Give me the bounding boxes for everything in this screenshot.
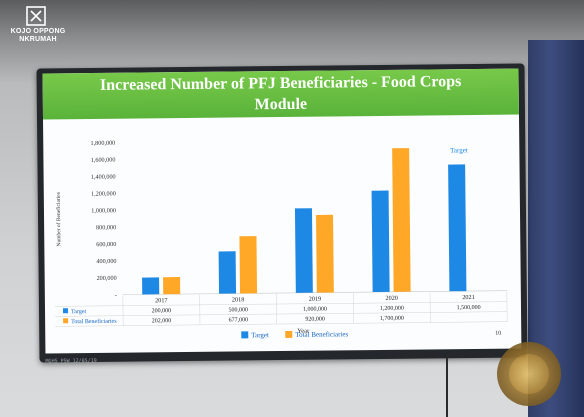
- table-row-header: Target: [71, 309, 87, 315]
- table-cell-value: 920,000: [305, 317, 325, 323]
- y-tick-label: 1,400,000: [91, 174, 116, 181]
- bar-target: [294, 208, 313, 293]
- x-tick-label: 2019: [309, 296, 321, 303]
- y-tick-label: 1,000,000: [91, 207, 116, 214]
- y-tick-label: 400,000: [96, 258, 116, 265]
- x-tick-label: 2020: [385, 295, 397, 302]
- table-row-line: [55, 311, 508, 317]
- table-row-line: [55, 321, 508, 327]
- table-cell-value: 677,000: [229, 317, 249, 323]
- y-tick-label: 800,000: [96, 224, 116, 231]
- logo-line-1: KOJO OPPONG: [10, 28, 66, 35]
- bar-total-beneficiaries: [392, 148, 411, 292]
- slide: Increased Number of PFJ Beneficiaries - …: [42, 68, 522, 354]
- bar-chart: - 200,000 400,000 600,000 800,000 1,000,000 1,…: [54, 140, 508, 339]
- tv-cable: [446, 352, 454, 417]
- legend-label: Target: [251, 331, 269, 339]
- legend-label: Total Beneficiaries: [295, 330, 348, 339]
- seal-emblem-icon: [509, 354, 549, 394]
- logo-mark-icon: [26, 6, 46, 26]
- legend-swatch: [241, 331, 249, 339]
- y-tick-label: 600,000: [96, 241, 116, 248]
- table-cell-value: 500,000: [228, 307, 248, 313]
- bar-total-beneficiaries: [316, 214, 334, 293]
- bar-total-beneficiaries: [239, 236, 258, 294]
- x-tick-label: 2021: [462, 294, 474, 301]
- table-cell-value: 200,000: [152, 308, 172, 314]
- table-cell-value: 202,000: [152, 318, 172, 324]
- table-cell-value: 1,200,000: [380, 306, 404, 312]
- kojo-oppong-nkrumah-logo: KOJO OPPONG NKRUMAH: [8, 6, 66, 46]
- x-axis-label: Year: [297, 328, 310, 335]
- bar-target: [142, 277, 160, 295]
- tv-status-text: MGHS PSW 12/05/19: [45, 357, 97, 365]
- bar-total-beneficiaries: [163, 277, 181, 295]
- x-tick-label: 2017: [155, 297, 167, 304]
- tv-screen-bezel: Increased Number of PFJ Beneficiaries - …: [36, 63, 528, 365]
- table-cell-value: 1,700,000: [380, 316, 404, 322]
- table-cell-value: 1,000,000: [303, 307, 327, 313]
- table-legend-swatch: [63, 318, 69, 324]
- table-row-line: [54, 301, 507, 307]
- y-axis-label: Number of Beneficiaries: [55, 192, 63, 246]
- table-row-header: Total Beneficiaries: [71, 318, 117, 325]
- bar-target: [371, 190, 390, 293]
- y-tick-label: 1,200,000: [91, 190, 116, 197]
- table-cell-value: 1,500,000: [457, 305, 481, 311]
- y-tick-label: 1,800,000: [90, 140, 115, 147]
- ministry-seal-icon: [497, 342, 561, 406]
- x-axis-line: [122, 290, 507, 295]
- slide-page-number: 10: [495, 330, 502, 337]
- logo-line-2: NKRUMAH: [19, 36, 57, 43]
- y-tick-label: -: [115, 292, 117, 299]
- logo-text: KOJO OPPONG NKRUMAH: [8, 28, 68, 44]
- bar-target: [448, 164, 467, 292]
- x-tick-label: 2018: [232, 296, 244, 303]
- y-tick-label: 200,000: [97, 275, 117, 282]
- legend-swatch: [285, 330, 293, 338]
- table-legend-swatch: [62, 308, 69, 314]
- target-annotation: Target: [450, 146, 468, 154]
- bar-target: [218, 251, 237, 294]
- y-tick-label: 1,600,000: [91, 157, 116, 164]
